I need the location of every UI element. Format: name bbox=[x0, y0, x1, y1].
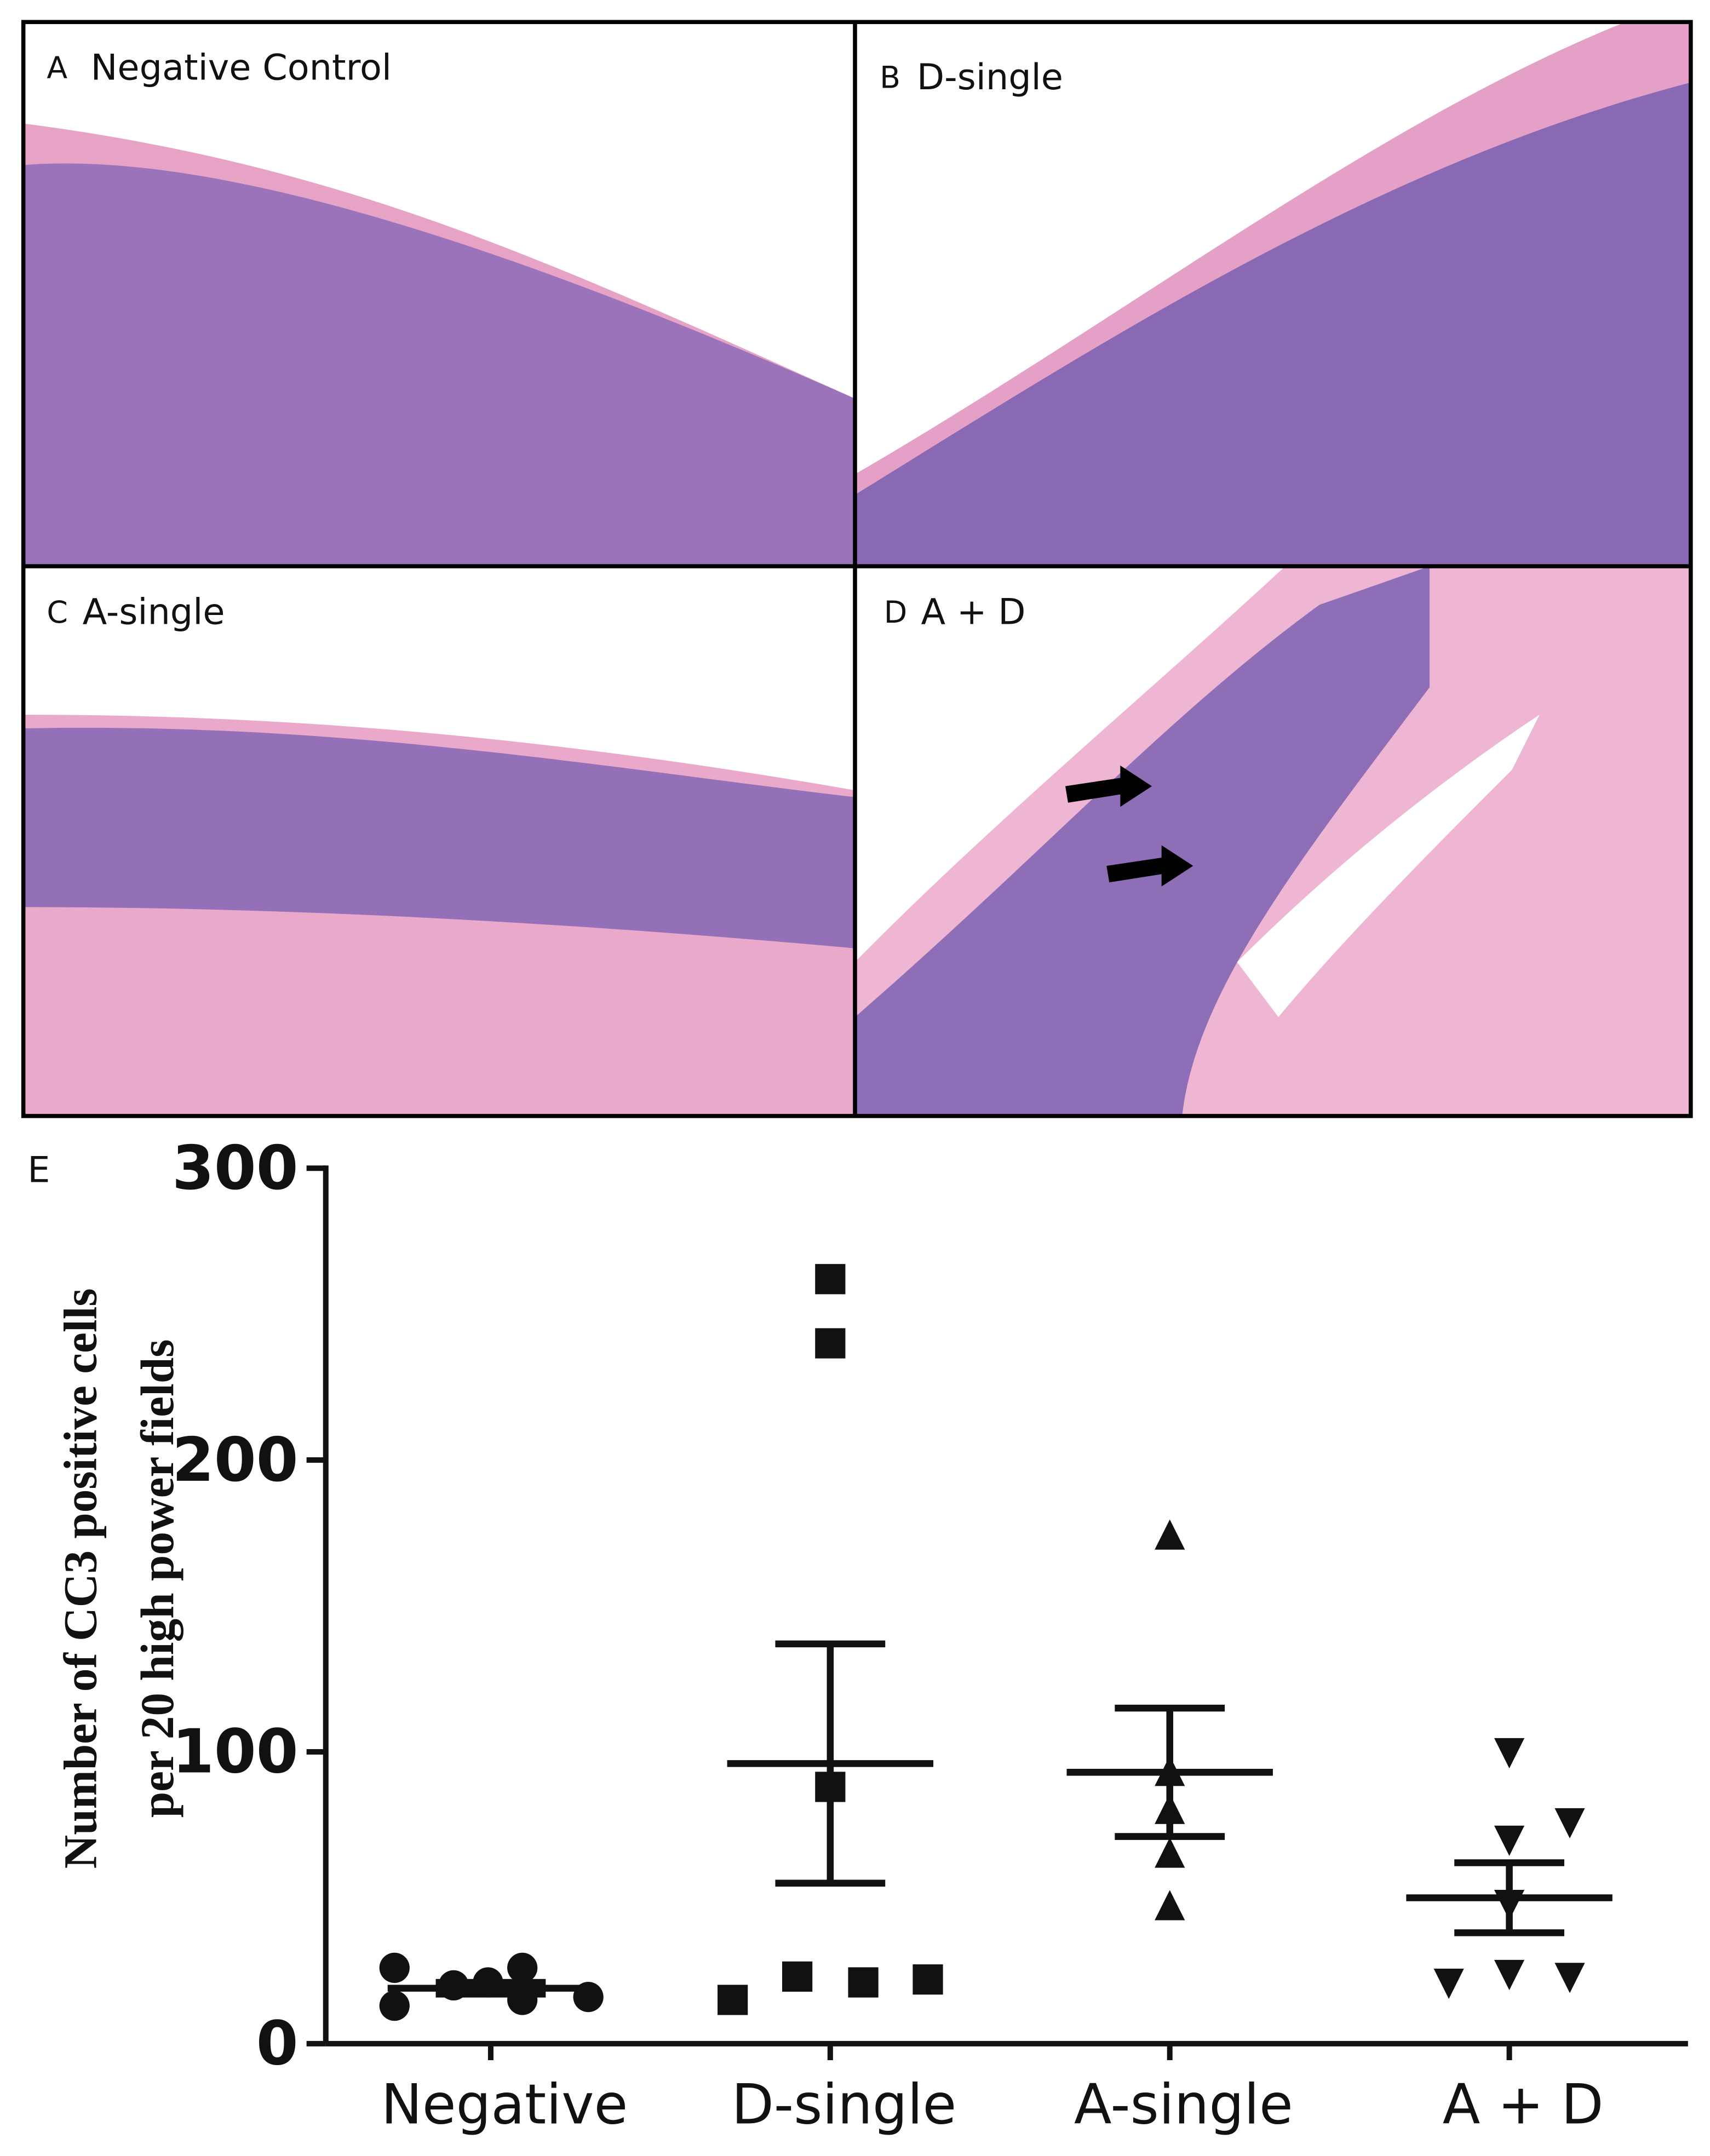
x-tick-label: A-single bbox=[1074, 2072, 1293, 2136]
arrow bbox=[1106, 845, 1193, 887]
panel-letter: E bbox=[27, 1149, 50, 1191]
y-tick-label: 200 bbox=[172, 1425, 298, 1496]
data-point bbox=[815, 1328, 846, 1359]
tissue-a bbox=[25, 163, 856, 567]
background-d bbox=[855, 566, 1286, 962]
background-c bbox=[25, 566, 856, 791]
y-tick-label: 0 bbox=[256, 2009, 299, 2079]
tissue-b bbox=[855, 82, 1691, 567]
y-axis-label: Number of CC3 positive cells bbox=[55, 1288, 107, 1868]
data-point bbox=[507, 1952, 538, 1983]
y-tick-label: 100 bbox=[172, 1717, 298, 1787]
x-tick-label: A + D bbox=[1443, 2072, 1604, 2136]
x-tick-label: D-single bbox=[732, 2072, 957, 2136]
data-point bbox=[848, 1967, 879, 1998]
gap-d bbox=[1237, 715, 1540, 1017]
data-point bbox=[1155, 1890, 1185, 1921]
data-point bbox=[1155, 1837, 1185, 1868]
data-point bbox=[718, 1985, 748, 2015]
arrow bbox=[1065, 765, 1152, 807]
panel-title: D-single bbox=[917, 56, 1063, 98]
panel-letter: C bbox=[47, 595, 68, 630]
y-tick-label: 300 bbox=[172, 1134, 298, 1204]
data-point bbox=[1494, 1738, 1525, 1769]
background-a bbox=[25, 23, 856, 399]
panel-title: Negative Control bbox=[91, 47, 392, 89]
data-point bbox=[379, 1991, 410, 2021]
data-point bbox=[1494, 1959, 1525, 1991]
data-point bbox=[815, 1264, 846, 1295]
panel-title: A + D bbox=[921, 591, 1025, 633]
data-point bbox=[1554, 1963, 1585, 1993]
x-tick-label: Negative bbox=[381, 2072, 628, 2136]
data-point bbox=[1155, 1519, 1185, 1550]
data-point bbox=[1433, 1968, 1464, 1999]
data-point bbox=[1554, 1808, 1585, 1839]
data-point bbox=[1494, 1825, 1525, 1856]
data-point bbox=[782, 1961, 813, 1992]
data-point bbox=[379, 1952, 410, 1983]
tissue-c bbox=[25, 727, 856, 948]
panel-letter: B bbox=[880, 61, 900, 96]
panel-letter: D bbox=[884, 595, 908, 630]
image-panels bbox=[21, 20, 1693, 1118]
y-axis-label: per 20 high power fields bbox=[132, 1339, 183, 1818]
panel-letter: A bbox=[47, 51, 67, 86]
panel-title: A-single bbox=[83, 591, 225, 633]
data-point bbox=[913, 1964, 943, 1995]
background-b bbox=[855, 23, 1622, 474]
tissue-d bbox=[855, 566, 1430, 1116]
